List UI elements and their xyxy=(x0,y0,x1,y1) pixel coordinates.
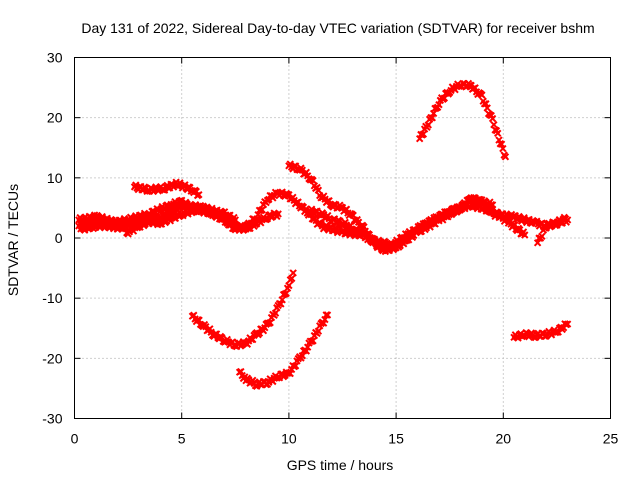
data-point xyxy=(483,104,491,112)
data-point xyxy=(521,231,529,239)
data-point xyxy=(195,190,203,199)
data-point xyxy=(291,362,300,370)
series-arc-09 xyxy=(188,269,297,351)
series-arc-10 xyxy=(235,311,332,390)
data-point xyxy=(538,232,546,241)
data-point xyxy=(309,337,317,345)
data-point xyxy=(274,210,282,218)
data-points xyxy=(75,79,572,390)
data-point xyxy=(271,309,280,317)
data-point xyxy=(533,239,542,247)
y-tick-label: 10 xyxy=(47,170,63,186)
x-tick-label: 25 xyxy=(603,431,619,447)
series-arc-04 xyxy=(77,202,240,234)
x-tick-labels: 0 5 10 15 20 25 xyxy=(71,431,619,447)
y-axis-label: SDTVAR / TECUs xyxy=(5,184,21,296)
axis-ticks xyxy=(74,57,611,419)
series-arc-05 xyxy=(130,178,203,200)
data-point xyxy=(231,216,240,224)
data-point xyxy=(419,130,428,138)
y-tick-labels: -30 -20 -10 0 10 20 30 xyxy=(42,50,62,427)
x-tick-label: 15 xyxy=(388,431,404,447)
series-arc-07 xyxy=(306,193,497,252)
y-tick-label: -30 xyxy=(42,411,62,427)
x-tick-label: 20 xyxy=(496,431,512,447)
series-arc-06 xyxy=(285,160,572,255)
data-point xyxy=(488,201,497,209)
x-tick-label: 0 xyxy=(71,431,79,447)
data-point xyxy=(314,327,323,335)
y-tick-label: 0 xyxy=(55,230,63,246)
data-point xyxy=(478,91,486,99)
y-tick-label: -10 xyxy=(42,290,62,306)
chart-title: Day 131 of 2022, Sidereal Day-to-day VTE… xyxy=(81,20,594,36)
data-point xyxy=(285,281,293,290)
data-point xyxy=(282,289,290,298)
data-point xyxy=(494,129,502,138)
data-point xyxy=(563,320,572,328)
data-point xyxy=(278,296,286,304)
data-point xyxy=(490,120,498,129)
data-point xyxy=(309,176,317,185)
data-point xyxy=(561,215,570,223)
series-arc-11 xyxy=(510,320,572,342)
data-point xyxy=(288,274,296,283)
data-point xyxy=(258,206,266,214)
x-tick-label: 5 xyxy=(178,431,186,447)
data-point xyxy=(501,153,510,161)
y-tick-label: 20 xyxy=(47,110,63,126)
series-arc-08 xyxy=(415,79,510,161)
y-tick-label: 30 xyxy=(47,50,63,66)
data-point xyxy=(499,144,507,153)
data-point xyxy=(424,121,432,129)
data-point xyxy=(266,319,274,327)
y-tick-label: -20 xyxy=(42,350,62,366)
data-point xyxy=(488,114,497,123)
x-tick-label: 10 xyxy=(281,431,297,447)
data-point xyxy=(314,186,323,194)
data-point xyxy=(429,109,438,118)
grid-lines xyxy=(74,57,611,419)
data-point xyxy=(289,269,297,277)
series-arc-12 xyxy=(533,213,570,247)
data-point xyxy=(323,311,332,319)
x-axis-label: GPS time / hours xyxy=(287,457,394,473)
